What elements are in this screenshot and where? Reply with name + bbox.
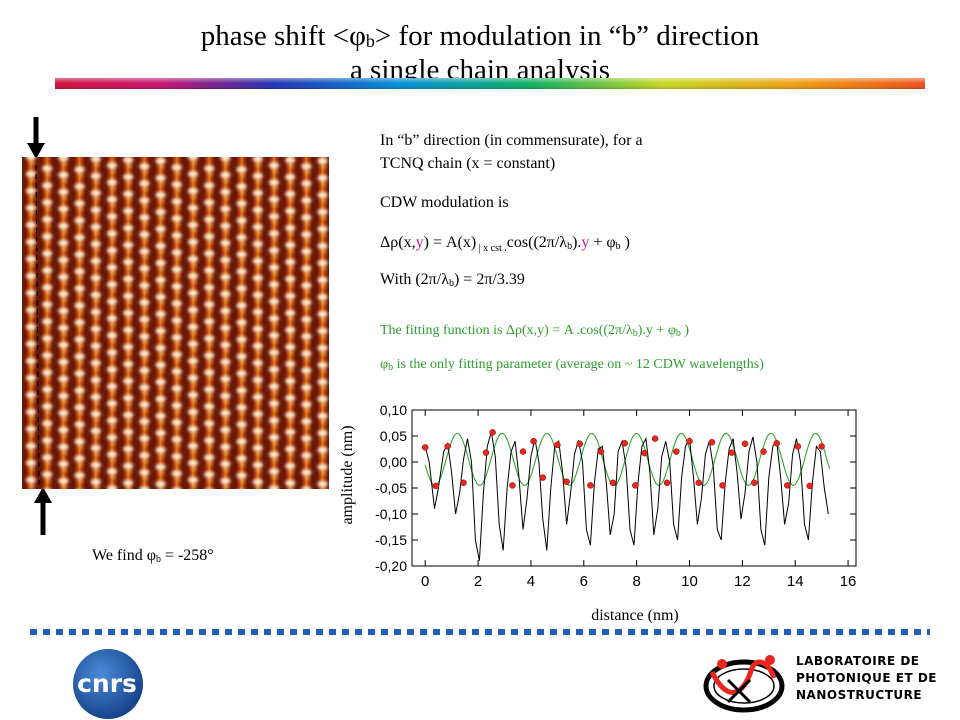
data-point <box>708 438 716 446</box>
data-point <box>728 449 736 456</box>
profile-line <box>424 431 829 561</box>
data-point <box>609 479 617 487</box>
data-point <box>482 449 490 456</box>
data-point <box>539 474 547 481</box>
y-axis-label: amplitude (nm) <box>339 425 356 524</box>
data-point <box>663 479 671 487</box>
data-point <box>686 437 693 445</box>
data-point <box>794 443 802 450</box>
lab-name-line3: NANOSTRUCTURE <box>796 688 923 702</box>
phase-result: We find φb = -258° <box>92 547 214 565</box>
x-tick-label: 16 <box>840 573 857 590</box>
arrow-up-icon <box>34 487 52 535</box>
data-point <box>773 440 780 447</box>
y-tick-label: 0,00 <box>380 454 407 470</box>
arrow-down-icon <box>27 117 45 159</box>
data-point <box>784 482 791 489</box>
y-tick-label: 0,05 <box>380 428 407 444</box>
fitting-function: The fitting function is Δρ(x,y) = A .cos… <box>380 323 690 339</box>
data-point <box>806 482 813 490</box>
data-point <box>632 482 639 489</box>
y-tick-label: -0,05 <box>375 480 407 496</box>
lpn-logo <box>703 655 785 713</box>
data-point <box>597 448 605 455</box>
data-point <box>519 448 527 455</box>
x-tick-label: 4 <box>527 573 535 590</box>
data-point <box>432 482 440 490</box>
x-tick-label: 2 <box>474 573 482 590</box>
description-line1: In “b” direction (in commensurate), for … <box>380 132 643 149</box>
data-point <box>641 449 648 457</box>
x-axis-label: distance (nm) <box>591 607 679 624</box>
data-point <box>460 479 467 487</box>
y-tick-label: 0,10 <box>380 402 407 418</box>
data-point <box>576 440 584 448</box>
slide-title-line1: phase shift <φb> for modulation in “b” d… <box>200 20 760 52</box>
data-point <box>489 429 496 436</box>
wavelength-formula: With (2π/λb) = 2π/3.39 <box>380 271 525 289</box>
cdw-modulation-label: CDW modulation is <box>380 194 509 211</box>
data-point <box>751 479 758 487</box>
cnrs-logo: cnrs <box>73 649 143 719</box>
data-point <box>651 435 659 442</box>
data-point <box>760 448 767 455</box>
y-tick-label: -0,10 <box>375 506 407 522</box>
data-point <box>563 478 570 486</box>
data-point <box>695 479 702 487</box>
description-line2: TCNQ chain (x = constant) <box>380 155 556 172</box>
data-point <box>530 437 537 445</box>
rainbow-divider <box>55 78 925 89</box>
data-point <box>818 443 825 450</box>
cdw-formula: Δρ(x,y) = A(x) | x cst .cos((2π/λb).y + … <box>380 234 630 255</box>
stm-image <box>22 157 329 489</box>
data-point <box>621 440 628 447</box>
x-tick-label: 6 <box>580 573 588 590</box>
data-point <box>673 448 680 455</box>
x-tick-label: 8 <box>632 573 640 590</box>
data-point <box>554 441 561 449</box>
lab-name-line2: PHOTONIQUE ET DE <box>796 671 937 685</box>
data-point <box>587 482 594 489</box>
fitting-parameter-note: φb is the only fitting parameter (averag… <box>380 357 764 373</box>
x-tick-label: 10 <box>681 573 698 590</box>
y-tick-label: -0,15 <box>375 532 407 548</box>
data-point <box>421 444 429 451</box>
data-point <box>741 440 749 448</box>
x-tick-label: 0 <box>421 573 429 590</box>
data-point <box>509 482 516 489</box>
data-point <box>444 443 451 450</box>
x-tick-label: 12 <box>734 573 751 590</box>
x-tick-label: 14 <box>787 573 804 590</box>
lab-name-line1: LABORATOIRE DE <box>796 654 920 668</box>
y-tick-label: -0,20 <box>375 558 407 574</box>
data-point <box>719 482 726 489</box>
amplitude-chart: amplitude (nm) distance (nm) -0,20 -0,15 -… <box>339 402 857 624</box>
dotted-divider <box>30 629 930 635</box>
svg-text:cnrs: cnrs <box>77 669 137 698</box>
